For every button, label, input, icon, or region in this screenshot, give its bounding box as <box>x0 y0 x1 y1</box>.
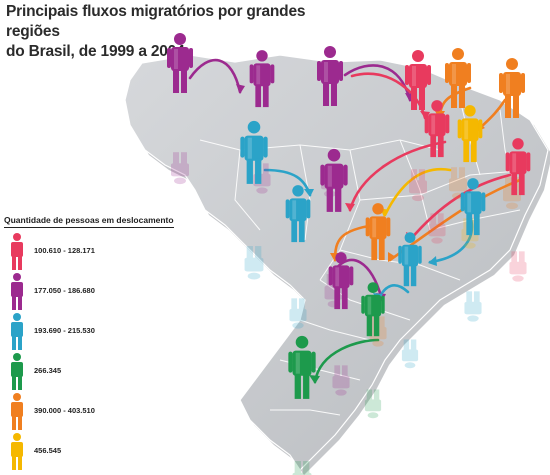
person-figure <box>405 50 431 202</box>
legend-label: 266.345 <box>34 366 62 375</box>
title-line-2: do Brasil, de 1999 a 2004 <box>6 43 185 60</box>
person-figure <box>460 178 486 322</box>
flow-arrow <box>408 173 512 242</box>
person-figure <box>249 50 275 194</box>
person-icon <box>11 353 23 390</box>
legend-item: 177.050 - 186.680 <box>4 272 194 312</box>
flow-arrow <box>313 338 380 384</box>
flow-arrow <box>348 140 447 212</box>
person-icon <box>11 393 23 430</box>
person-figure <box>424 100 450 244</box>
person-icon <box>11 273 23 310</box>
person-figure <box>398 232 422 369</box>
person-figure <box>505 138 531 282</box>
person-figure <box>288 335 316 475</box>
person-figure <box>457 105 483 249</box>
map-outline <box>124 54 549 471</box>
flow-arrow <box>188 58 242 94</box>
legend-label: 177.050 - 186.680 <box>34 286 95 295</box>
chart-title: Principais fluxos migratórios por grande… <box>6 2 306 62</box>
person-icon <box>11 433 23 470</box>
legend-item: 100.610 - 128.171 <box>4 232 194 272</box>
flow-arrow <box>350 72 427 120</box>
title-line-1: Principais fluxos migratórios por grande… <box>6 3 306 40</box>
person-figure <box>361 282 385 419</box>
legend-title: Quantidade de pessoas em deslocamento <box>4 215 174 228</box>
person-figure <box>328 252 354 396</box>
migrant-figures <box>167 33 531 475</box>
flow-arrow <box>383 167 452 217</box>
legend: Quantidade de pessoas em deslocamento 10… <box>4 210 194 470</box>
legend-label: 456.545 <box>34 446 62 455</box>
legend-item: 193.690 - 215.530 <box>4 312 194 352</box>
legend-item: 390.000 - 403.510 <box>4 392 194 432</box>
person-icon <box>11 233 23 270</box>
person-figure <box>240 120 268 280</box>
person-figure <box>285 185 311 329</box>
person-figure <box>167 33 193 185</box>
legend-item: 266.345 <box>4 352 194 392</box>
legend-item: 456.545 <box>4 432 194 472</box>
flow-arrows <box>188 58 522 384</box>
legend-label: 390.000 - 403.510 <box>34 406 95 415</box>
person-icon <box>11 313 23 350</box>
legend-label: 100.610 - 128.171 <box>34 246 95 255</box>
legend-label: 193.690 - 215.530 <box>34 326 95 335</box>
flow-arrow <box>333 258 384 302</box>
